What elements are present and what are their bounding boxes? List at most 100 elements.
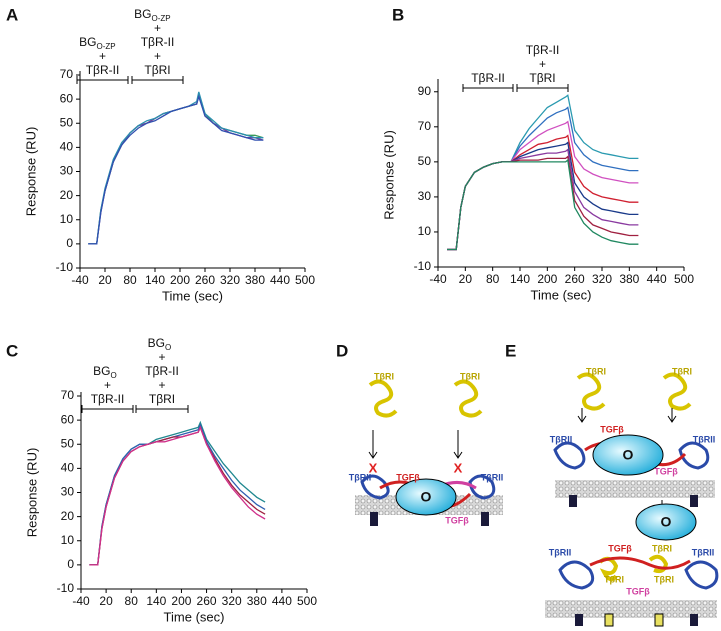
annotation: + <box>154 49 161 63</box>
series-line <box>447 155 639 251</box>
stalk <box>690 614 698 626</box>
x-tick-label: 140 <box>145 273 165 287</box>
annotation: + <box>158 378 165 392</box>
x-tick-label: -40 <box>72 594 90 608</box>
x-tick-label: 500 <box>295 273 315 287</box>
annotation: TβR-II <box>86 63 120 77</box>
x-tick-label: 440 <box>647 272 667 286</box>
annotation: + <box>539 57 546 71</box>
x-tick-label: 380 <box>245 273 265 287</box>
x-tick-label: 260 <box>195 273 215 287</box>
x-tick-label: 140 <box>146 594 166 608</box>
x-tick-label: 200 <box>171 594 191 608</box>
y-tick-label: 30 <box>61 485 75 499</box>
series-line <box>89 423 266 566</box>
annotation-subscript: O-ZP <box>152 14 171 23</box>
stalk <box>604 613 614 627</box>
diagram-label: TβRI <box>652 543 672 553</box>
diagram-label: X <box>369 460 378 475</box>
annotation: + <box>104 378 111 392</box>
panel-letter: E <box>505 341 516 360</box>
diagram-label: O <box>661 514 672 530</box>
diagram-label: TβRII <box>692 547 715 557</box>
stalk <box>690 495 698 507</box>
y-tick-label: 40 <box>60 140 74 154</box>
annotation: TβR-II <box>141 35 175 49</box>
y-tick-label: 40 <box>61 461 75 475</box>
arrow <box>577 408 677 519</box>
receptor-i <box>662 372 692 411</box>
diagram-d: TβRI TβRI X X TGFβ TβRII TβRII O TGFβ <box>349 371 504 526</box>
annotation: TβR-II <box>145 364 179 378</box>
receptor-ii <box>558 560 719 590</box>
annotation: BG <box>134 7 151 21</box>
series-line <box>88 91 264 245</box>
bracket <box>81 405 134 413</box>
annotation: TβRI <box>149 392 175 406</box>
x-tick-label: 20 <box>98 273 112 287</box>
annotation: TβR-II <box>526 43 560 57</box>
panel-letter: C <box>6 341 18 360</box>
diagram-label: O <box>421 489 432 505</box>
diagram-label: TβRII <box>349 472 372 482</box>
diagram-label: TGFβ <box>600 424 624 434</box>
diagram-e: TβRI TβRI TGFβ TβRII TβRII O TGFβ O TβRI… <box>545 366 719 627</box>
ligand <box>589 556 691 570</box>
annotation-subscript: O-ZP <box>97 42 116 51</box>
annotation: BG <box>148 336 165 350</box>
bracket <box>76 76 129 84</box>
series-line <box>447 148 639 251</box>
y-tick-label: 50 <box>418 154 432 168</box>
x-tick-label: 20 <box>459 272 473 286</box>
y-tick-label: 0 <box>66 236 73 250</box>
x-tick-label: 80 <box>125 594 139 608</box>
y-tick-label: 30 <box>60 164 74 178</box>
x-tick-label: 440 <box>272 594 292 608</box>
x-tick-label: 320 <box>220 273 240 287</box>
diagram-label: TβRII <box>481 472 504 482</box>
x-tick-label: 320 <box>592 272 612 286</box>
series-line <box>88 94 264 245</box>
membrane <box>545 600 717 618</box>
y-tick-label: 50 <box>61 436 75 450</box>
series-line <box>447 134 639 251</box>
y-tick-label: 10 <box>60 212 74 226</box>
annotation-subscript: O <box>111 371 117 380</box>
x-tick-label: 500 <box>297 594 317 608</box>
annotation: + <box>99 49 106 63</box>
x-tick-label: -40 <box>429 272 447 286</box>
receptor-ii <box>553 441 710 470</box>
y-tick-label: 60 <box>61 412 75 426</box>
y-tick-label: 70 <box>418 119 432 133</box>
y-tick-label: 60 <box>60 91 74 105</box>
diagram-label: TβRII <box>550 434 573 444</box>
receptor-i <box>453 379 483 418</box>
diagram-label: TGFβ <box>608 543 632 553</box>
annotation: TβRI <box>529 71 555 85</box>
annotation-subscript: O <box>165 343 171 352</box>
series-line <box>89 425 266 566</box>
stalk <box>370 512 378 526</box>
y-tick-label: -10 <box>56 260 74 274</box>
panel-letter: B <box>392 5 404 24</box>
stalk <box>569 495 577 507</box>
y-tick-label: 90 <box>418 84 432 98</box>
diagram-label: TβRI <box>374 371 394 381</box>
x-tick-label: 20 <box>99 594 113 608</box>
diagram-label: TβRI <box>654 574 674 584</box>
diagram-label: TβRI <box>460 371 480 381</box>
y-tick-label: 30 <box>418 189 432 203</box>
x-tick-label: 380 <box>247 594 267 608</box>
oligomer <box>395 478 457 516</box>
diagram-label: TβRI <box>604 574 624 584</box>
x-tick-label: 200 <box>170 273 190 287</box>
receptor-i <box>368 379 398 418</box>
y-tick-label: 10 <box>418 224 432 238</box>
panel-letter: D <box>336 341 348 360</box>
y-tick-label: -10 <box>414 259 432 273</box>
series-line <box>88 94 264 245</box>
arrow <box>368 430 463 459</box>
annotation: BG <box>79 35 96 49</box>
diagram-label: TGFβ <box>396 472 420 482</box>
